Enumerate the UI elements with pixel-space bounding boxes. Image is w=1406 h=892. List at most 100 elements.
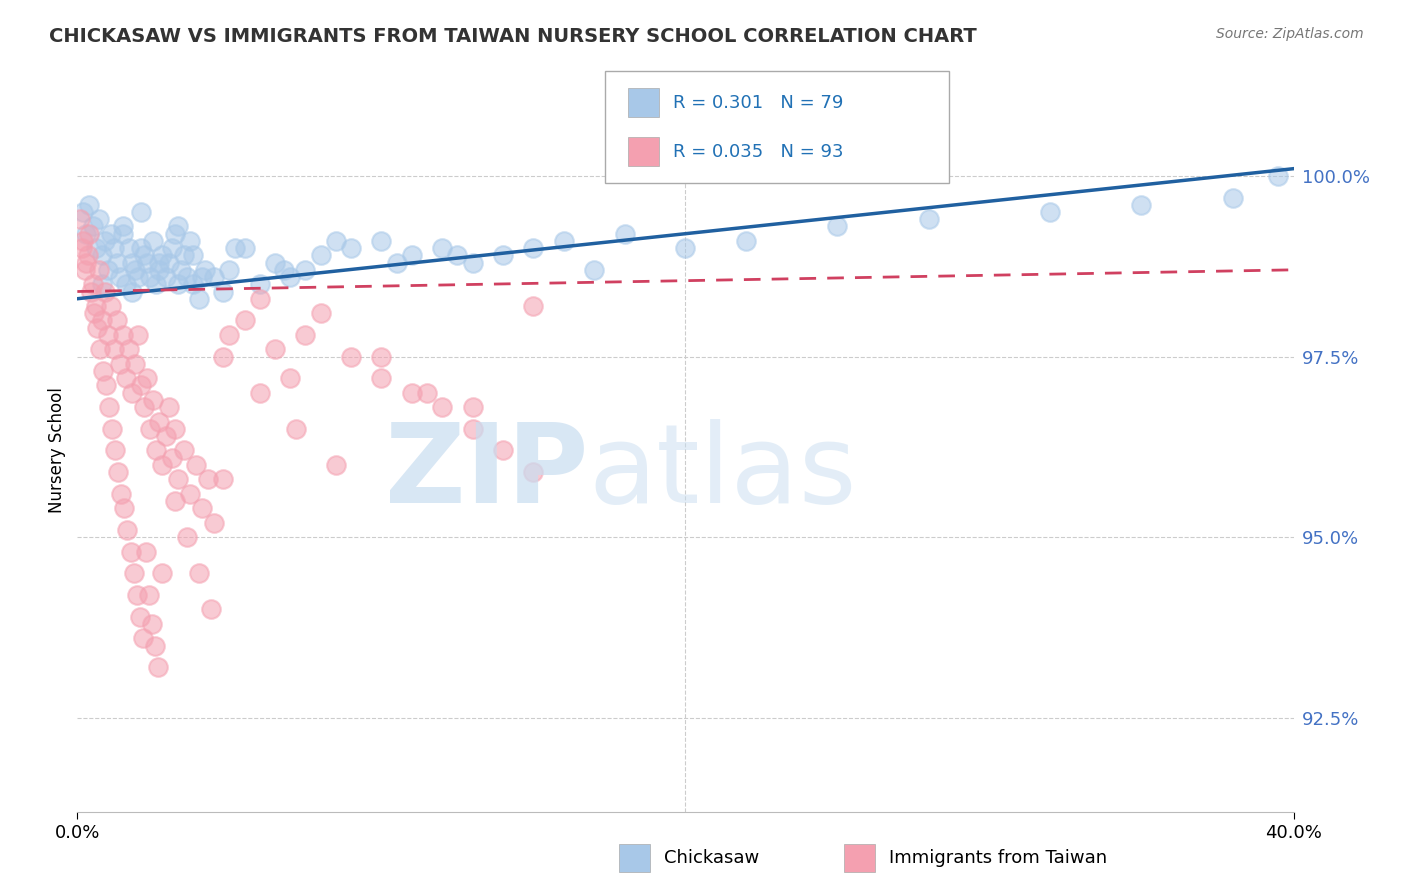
Point [157, 255, 180, 269]
Point [218, 263, 240, 277]
Point [340, 350, 363, 364]
Point [163, 422, 186, 436]
Point [173, 443, 195, 458]
Point [136, 371, 159, 385]
Point [152, 248, 174, 262]
Point [111, 219, 134, 234]
Text: ZIP: ZIP [385, 418, 588, 525]
Text: Chickasaw: Chickasaw [664, 849, 759, 867]
Point [118, 343, 141, 357]
Point [249, 277, 271, 292]
Point [294, 263, 316, 277]
Point [166, 277, 188, 292]
Point [179, 234, 201, 248]
Point [249, 292, 271, 306]
Point [93, 234, 115, 248]
Point [218, 327, 240, 342]
Point [127, 270, 149, 285]
Point [249, 385, 271, 400]
Point [148, 263, 170, 277]
Point [370, 234, 392, 248]
Point [107, 465, 129, 479]
Point [264, 255, 287, 269]
Point [87, 263, 110, 277]
Point [401, 248, 423, 262]
Point [83, 306, 105, 320]
Point [103, 343, 125, 357]
Point [69, 212, 91, 227]
Point [163, 227, 186, 241]
Point [264, 343, 287, 357]
Point [173, 248, 195, 262]
Point [80, 285, 103, 299]
Point [128, 609, 150, 624]
Point [89, 343, 111, 357]
Point [121, 385, 143, 400]
Point [278, 371, 301, 385]
Point [129, 378, 152, 392]
Point [200, 602, 222, 616]
Point [152, 566, 174, 581]
Y-axis label: Nursery School: Nursery School [48, 387, 66, 514]
Point [176, 270, 198, 285]
Point [124, 263, 146, 277]
Point [70, 241, 93, 255]
Point [79, 227, 101, 241]
Point [163, 494, 186, 508]
Point [145, 277, 167, 292]
Point [278, 270, 301, 285]
Point [100, 227, 122, 241]
Point [294, 327, 316, 342]
Point [197, 472, 219, 486]
Point [385, 255, 408, 269]
Point [103, 241, 125, 255]
Point [1130, 198, 1153, 212]
Point [461, 400, 484, 414]
Point [461, 422, 484, 436]
Point [273, 263, 295, 277]
Point [110, 487, 132, 501]
Point [181, 248, 204, 262]
Point [121, 285, 143, 299]
Point [72, 205, 94, 219]
Point [212, 350, 235, 364]
Point [325, 458, 347, 472]
Point [134, 248, 156, 262]
Point [212, 472, 235, 486]
Point [75, 227, 97, 241]
Point [416, 385, 439, 400]
Point [96, 378, 118, 392]
Point [120, 544, 142, 558]
Point [522, 299, 544, 313]
Point [118, 241, 141, 255]
Point [90, 277, 112, 292]
Point [166, 219, 188, 234]
Point [136, 255, 159, 269]
Point [1039, 205, 1062, 219]
Point [105, 313, 128, 327]
Point [370, 350, 392, 364]
Point [1267, 169, 1289, 183]
Text: R = 0.035   N = 93: R = 0.035 N = 93 [673, 143, 844, 161]
Point [194, 263, 217, 277]
Point [117, 523, 139, 537]
Point [461, 255, 484, 269]
Point [553, 234, 575, 248]
Point [108, 357, 131, 371]
Point [191, 270, 214, 285]
Point [233, 241, 256, 255]
Point [309, 306, 332, 320]
Point [146, 660, 169, 674]
Text: atlas: atlas [588, 418, 856, 525]
Point [87, 212, 110, 227]
Point [160, 450, 183, 465]
Point [233, 313, 256, 327]
Point [105, 255, 128, 269]
Point [148, 255, 170, 269]
Point [138, 588, 160, 602]
Point [108, 270, 131, 285]
Point [72, 234, 94, 248]
Point [155, 429, 177, 443]
Point [84, 299, 107, 313]
Point [735, 234, 758, 248]
